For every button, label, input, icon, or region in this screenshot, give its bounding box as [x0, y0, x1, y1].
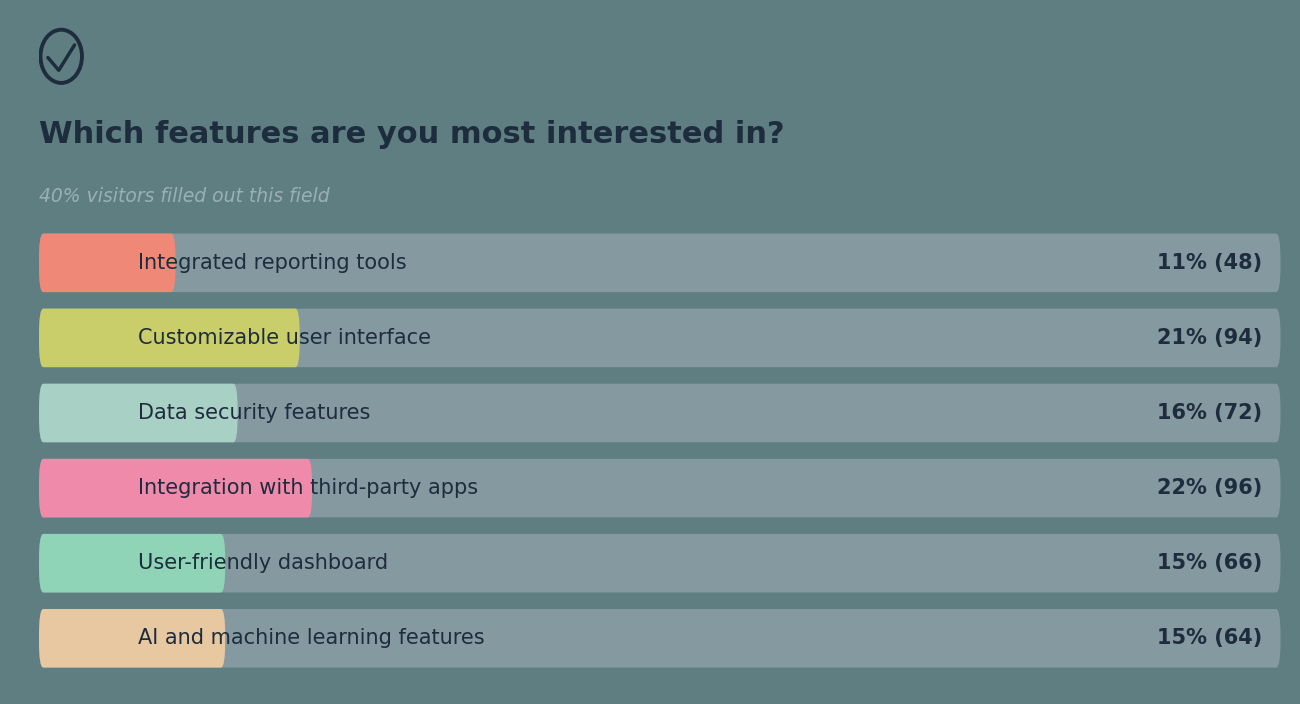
FancyBboxPatch shape: [39, 534, 1280, 593]
Text: AI and machine learning features: AI and machine learning features: [138, 628, 485, 648]
Text: 21% (94): 21% (94): [1157, 328, 1262, 348]
FancyBboxPatch shape: [39, 308, 1280, 367]
Text: Data security features: Data security features: [138, 403, 370, 423]
Text: Which features are you most interested in?: Which features are you most interested i…: [39, 120, 785, 149]
FancyBboxPatch shape: [39, 234, 176, 292]
FancyBboxPatch shape: [39, 609, 1280, 667]
FancyBboxPatch shape: [39, 234, 1280, 292]
Text: 15% (64): 15% (64): [1157, 628, 1262, 648]
FancyBboxPatch shape: [39, 609, 225, 667]
Text: User-friendly dashboard: User-friendly dashboard: [138, 553, 389, 573]
Text: 40% visitors filled out this field: 40% visitors filled out this field: [39, 187, 330, 206]
Text: Integrated reporting tools: Integrated reporting tools: [138, 253, 407, 273]
Text: Integration with third-party apps: Integration with third-party apps: [138, 478, 478, 498]
Text: Customizable user interface: Customizable user interface: [138, 328, 432, 348]
FancyBboxPatch shape: [39, 459, 312, 517]
Text: 22% (96): 22% (96): [1157, 478, 1262, 498]
FancyBboxPatch shape: [39, 534, 225, 593]
Text: 11% (48): 11% (48): [1157, 253, 1262, 273]
FancyBboxPatch shape: [39, 384, 238, 442]
FancyBboxPatch shape: [39, 384, 1280, 442]
Text: 16% (72): 16% (72): [1157, 403, 1262, 423]
FancyBboxPatch shape: [39, 308, 300, 367]
FancyBboxPatch shape: [39, 459, 1280, 517]
Text: 15% (66): 15% (66): [1157, 553, 1262, 573]
